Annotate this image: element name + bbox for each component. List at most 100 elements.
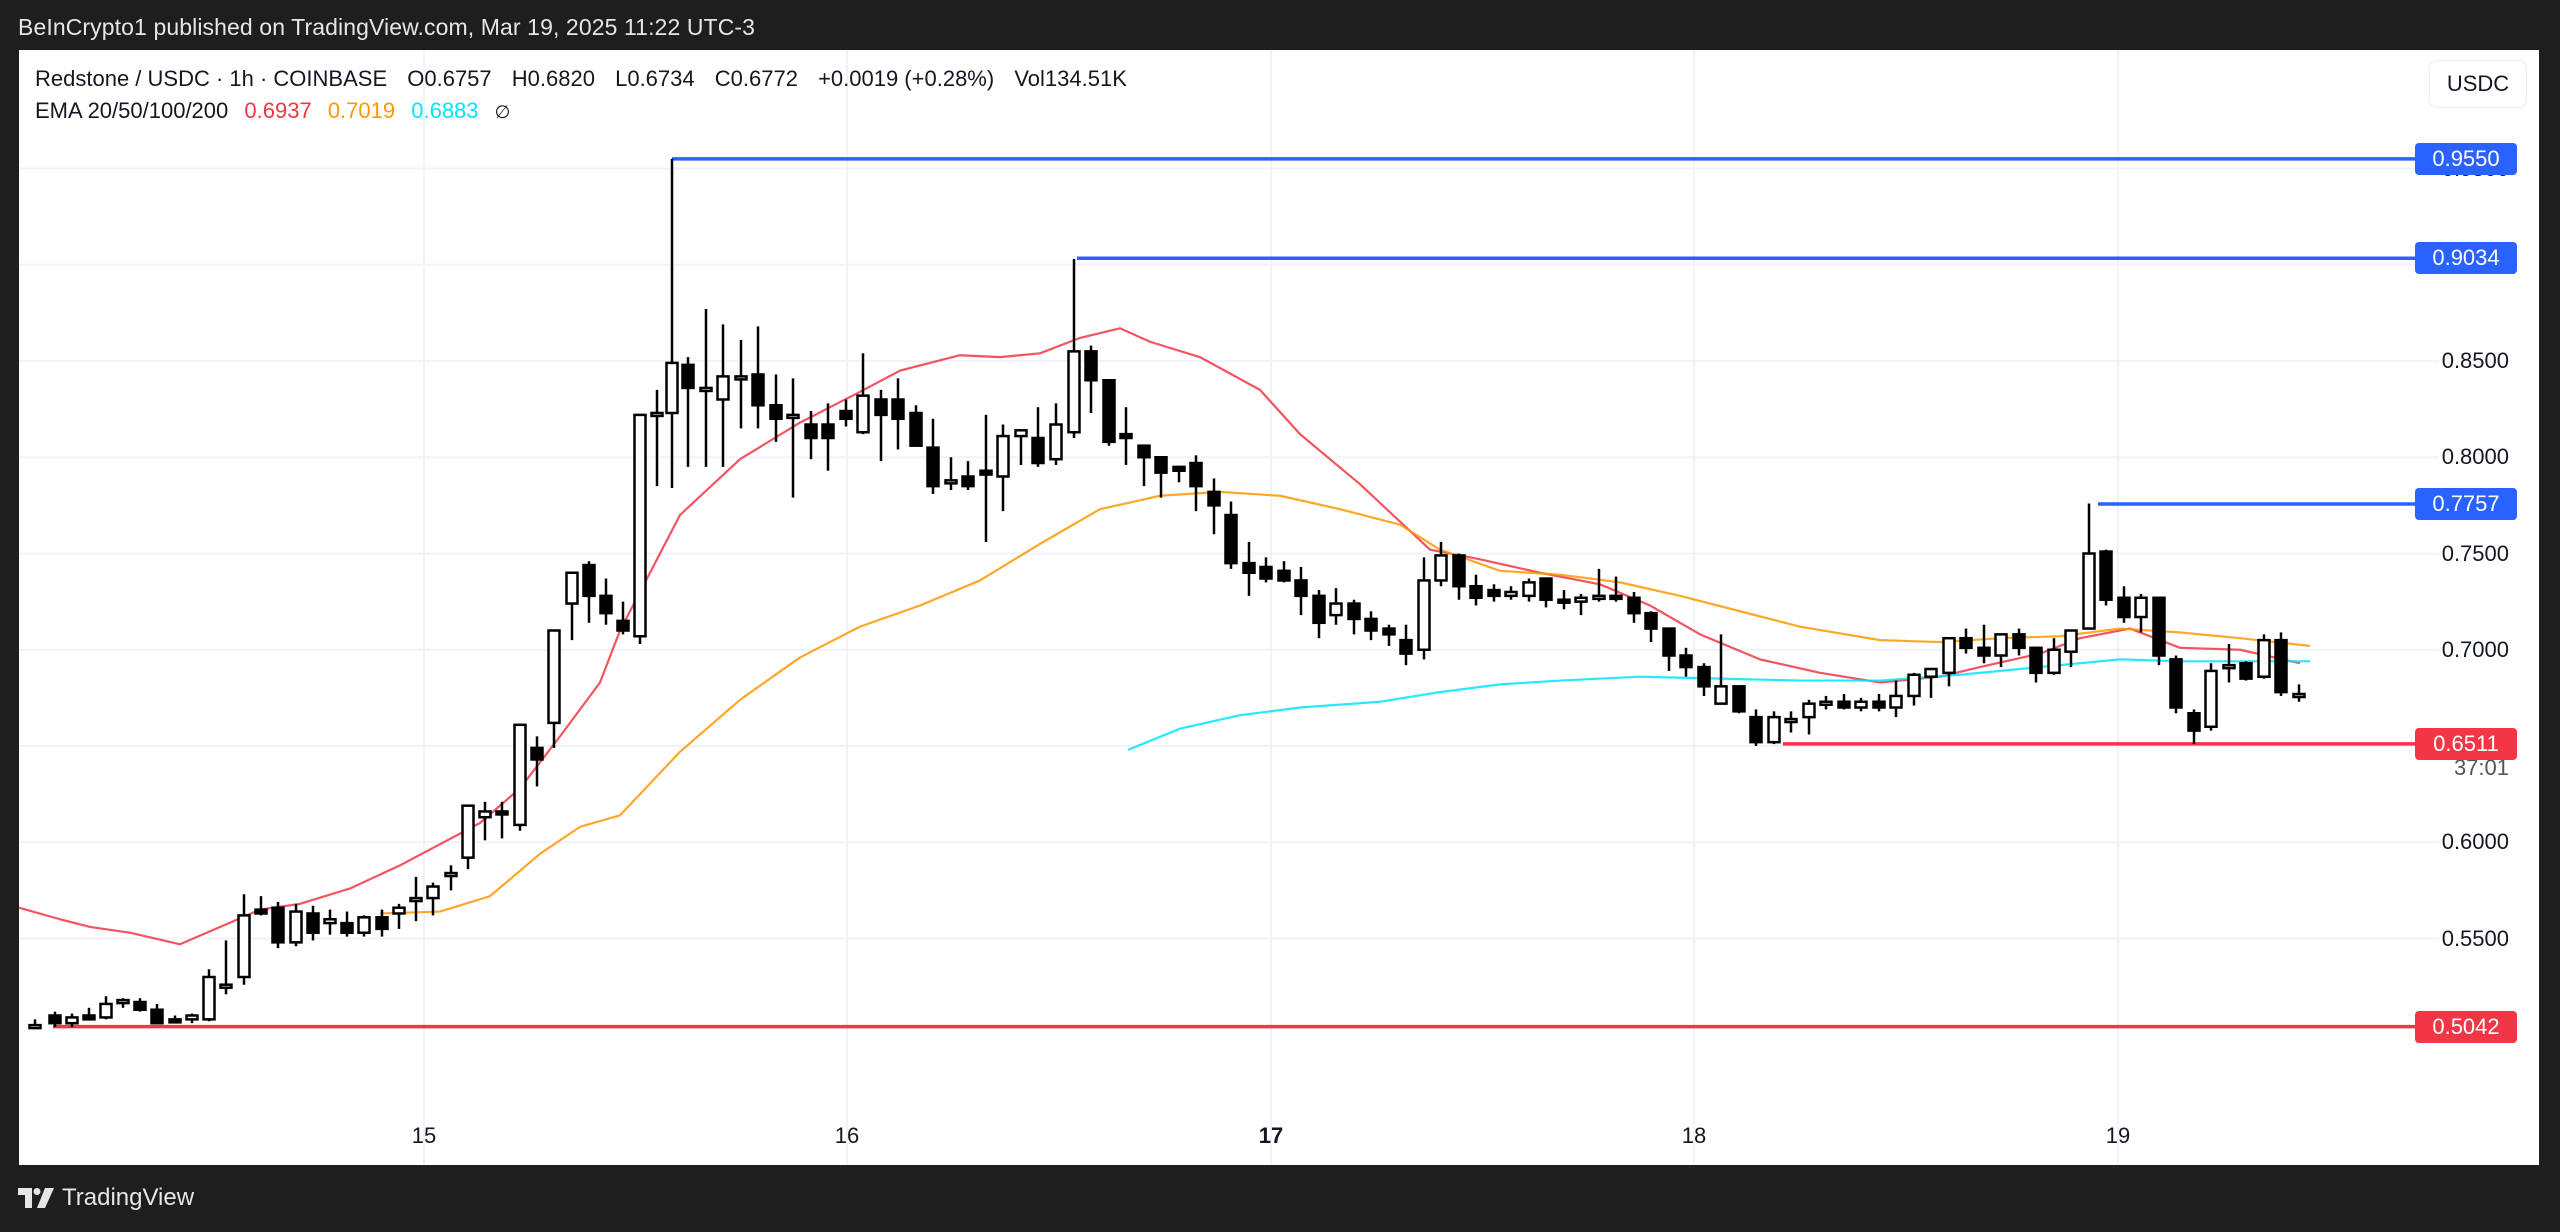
candle-body — [116, 998, 130, 1005]
time-axis-label: 18 — [1681, 1123, 1707, 1148]
time-axis-label: 19 — [2105, 1123, 2131, 1148]
candlestick-chart[interactable] — [19, 50, 2539, 1165]
candle-body — [665, 361, 679, 415]
candle-body — [1329, 602, 1343, 617]
price-axis-tick: 0.6000 — [2441, 829, 2509, 855]
candle-body — [1924, 667, 1938, 678]
candle-body — [1749, 715, 1763, 744]
price-change: +0.0019 (+0.28%) — [818, 66, 995, 91]
candle-body — [909, 411, 923, 447]
price-axis-tick: 0.7000 — [2441, 636, 2509, 662]
candle-body — [1137, 444, 1151, 459]
ohlc-close: C0.6772 — [714, 66, 798, 91]
candle-body — [734, 375, 748, 381]
candle-body — [839, 409, 853, 420]
candle-body — [530, 746, 544, 761]
candle-body — [944, 479, 958, 485]
candle-body — [1417, 579, 1431, 652]
candle-body — [1382, 627, 1396, 636]
candle-body — [1837, 700, 1851, 709]
ema-hidden-icon[interactable]: ∅ — [494, 102, 511, 122]
candle-body — [961, 475, 975, 488]
candle-body — [979, 469, 993, 476]
candle-body — [650, 411, 664, 418]
time-axis-label: 17 — [1258, 1123, 1284, 1148]
volume: Vol134.51K — [1014, 66, 1127, 91]
candle-body — [1364, 617, 1378, 632]
candle-body — [1154, 456, 1168, 474]
candle-body — [478, 810, 492, 819]
candle-body — [185, 1014, 199, 1021]
candle-body — [1031, 436, 1045, 465]
candle-body — [751, 373, 765, 407]
ohlc-low: L0.6734 — [615, 66, 695, 91]
candle-body — [48, 1014, 62, 1025]
candle-body — [616, 619, 630, 632]
candle-body — [1889, 694, 1903, 709]
candle-body — [202, 975, 216, 1021]
candle-body — [856, 394, 870, 434]
candle-body — [357, 916, 371, 934]
ema-label[interactable]: EMA 20/50/100/200 — [35, 98, 229, 123]
candle-body — [289, 910, 303, 944]
candle-body — [2204, 669, 2218, 728]
candle-body — [547, 629, 561, 725]
candle-body — [1609, 594, 1623, 601]
candle-body — [1452, 554, 1466, 588]
publisher-line: BeInCrypto1 published on TradingView.com… — [18, 14, 756, 40]
candle-body — [565, 571, 579, 605]
ohlc-high: H0.6820 — [511, 66, 595, 91]
support-price-tag: 0.6511 — [2415, 727, 2517, 760]
candle-body — [1207, 490, 1221, 507]
candle-body — [426, 885, 440, 900]
currency-button[interactable]: USDC — [2429, 60, 2527, 108]
candle-body — [2274, 638, 2288, 694]
candle-body — [821, 423, 835, 440]
candle-body — [1942, 636, 1956, 675]
candle-body — [2292, 692, 2306, 699]
candle-body — [237, 914, 251, 979]
ema50-value: 0.7019 — [327, 98, 396, 123]
ema-line — [379, 490, 2311, 915]
candle-body — [1959, 636, 1973, 650]
candle-body — [804, 423, 818, 440]
candle-body — [891, 398, 905, 420]
price-axis-tick: 0.5500 — [2441, 925, 2509, 951]
candle-body — [1802, 702, 1816, 719]
tradingview-logo[interactable]: TradingView — [18, 1184, 194, 1212]
candle-body — [1907, 673, 1921, 698]
symbol-name[interactable]: Redstone / USDC · 1h · COINBASE — [35, 66, 388, 91]
candle-body — [2047, 648, 2061, 675]
candle-body — [1697, 665, 1711, 688]
candle-body — [495, 810, 509, 816]
resistance-price-tag: 0.9034 — [2415, 242, 2517, 275]
candle-body — [2169, 658, 2183, 709]
candle-body — [2117, 596, 2131, 619]
candle-body — [2222, 663, 2236, 670]
candle-body — [1294, 579, 1308, 598]
candle-body — [340, 921, 354, 934]
candle-body — [65, 1016, 79, 1025]
candle-body — [1189, 461, 1203, 488]
chart-frame[interactable]: Redstone / USDC · 1h · COINBASE O0.6757 … — [19, 50, 2539, 1165]
ema-line — [1127, 658, 2310, 751]
candle-body — [1067, 350, 1081, 434]
candle-body — [133, 1000, 147, 1011]
candle-body — [2029, 646, 2043, 675]
candle-body — [1539, 577, 1553, 601]
resistance-price-tag: 0.7757 — [2415, 488, 2517, 521]
candle-body — [786, 413, 800, 420]
candle-body — [392, 906, 406, 915]
candle-body — [926, 446, 940, 488]
time-axis-label: 16 — [834, 1123, 860, 1148]
candle-body — [1714, 685, 1728, 705]
ohlc-open: O0.6757 — [407, 66, 492, 91]
price-axis-tick: 0.7500 — [2441, 540, 2509, 566]
candle-body — [375, 916, 389, 931]
candle-body — [444, 871, 458, 878]
candle-body — [996, 434, 1010, 478]
candle-body — [2152, 596, 2166, 657]
price-axis-tick: 0.8500 — [2441, 348, 2509, 373]
candle-body — [1819, 700, 1833, 706]
candle-body — [1277, 569, 1291, 582]
